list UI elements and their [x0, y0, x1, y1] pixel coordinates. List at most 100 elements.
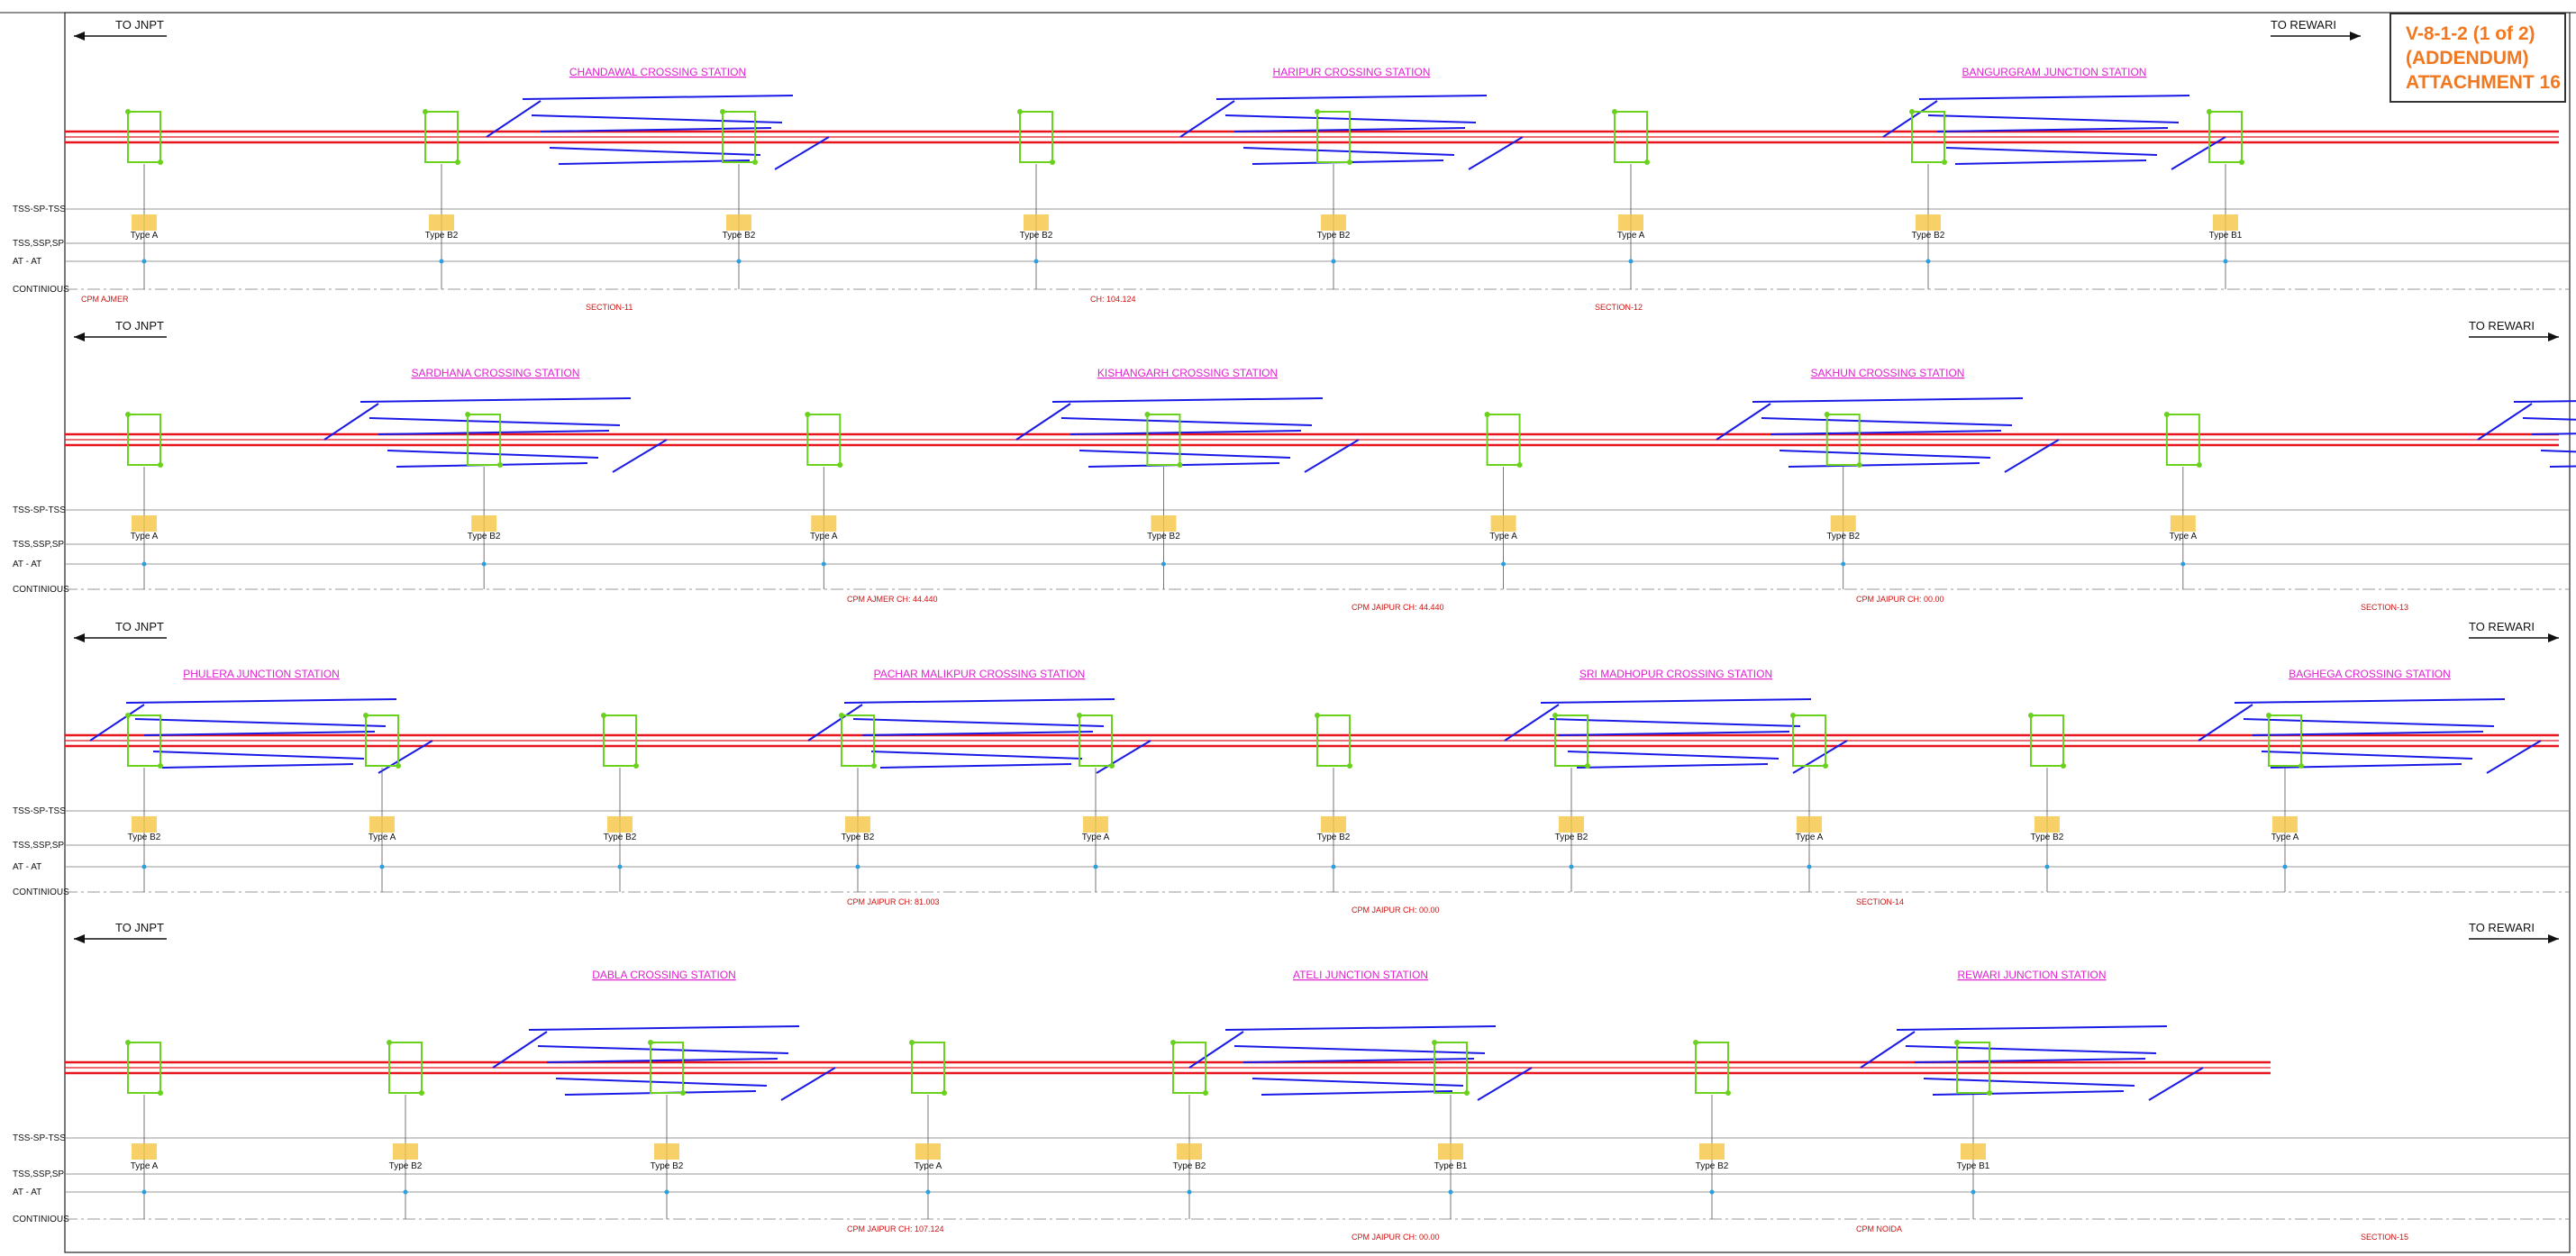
equipment-node	[1432, 1040, 1437, 1045]
tss-marker	[2272, 816, 2298, 833]
direction-label-left: TO JNPT	[115, 921, 164, 934]
sheet-frame	[64, 12, 2571, 1253]
equipment-node	[1585, 763, 1590, 769]
yard-track	[1918, 95, 2190, 100]
equipment-box	[388, 1042, 423, 1094]
yard-track	[2234, 698, 2506, 704]
type-label: Type B2	[1020, 231, 1053, 241]
equipment-node	[1824, 412, 1830, 417]
tss-marker	[1321, 816, 1346, 833]
equipment-node	[942, 1090, 947, 1096]
row-label: AT - AT	[13, 257, 41, 267]
tss-marker	[132, 515, 157, 532]
row-label: TSS,SSP,SP	[13, 1170, 64, 1179]
direction-label-right: TO REWARI	[2469, 319, 2535, 332]
station-title: HARIPUR CROSSING STATION	[1273, 66, 1431, 78]
equipment-node	[1050, 159, 1055, 165]
yard-track	[879, 763, 1072, 769]
tss-marker	[132, 214, 157, 231]
turnout-track	[2004, 439, 2060, 473]
station-title: BANGURGRAM JUNCTION STATION	[1962, 66, 2147, 78]
equipment-box	[365, 714, 399, 767]
diagram-strip-2: TO JNPT TO REWARI TSS-SP-TSS TSS,SSP,SP AT -…	[13, 319, 2576, 612]
type-label: Type B2	[651, 1161, 684, 1171]
arrowhead-right	[2548, 934, 2559, 943]
arrowhead-right	[2350, 32, 2361, 41]
equipment-node	[1790, 713, 1796, 718]
diagram-strip-3: TO JNPT TO REWARI TSS-SP-TSS TSS,SSP,SP AT -…	[13, 620, 2570, 915]
arrowhead-right	[2548, 633, 2559, 642]
equipment-node	[2239, 159, 2244, 165]
equipment-node	[125, 109, 131, 114]
at-marker	[1331, 864, 1336, 869]
equipment-node	[1315, 109, 1320, 114]
turnout-track	[486, 100, 542, 138]
equipment-node	[158, 1090, 163, 1096]
equipment-box	[1911, 111, 1945, 163]
equipment-node	[839, 713, 844, 718]
equipment-node	[2266, 713, 2271, 718]
tss-marker	[369, 816, 395, 833]
type-label: Type B1	[1957, 1161, 1990, 1171]
equipment-box	[127, 1042, 161, 1094]
tss-marker	[1830, 515, 1856, 532]
turnout-track	[774, 136, 830, 170]
type-label: Type A	[1796, 833, 1824, 842]
yard-track	[378, 430, 610, 435]
yard-track	[134, 718, 387, 727]
turnout-track	[378, 740, 433, 774]
equipment-box	[1486, 414, 1521, 466]
equipment-node	[1693, 1040, 1698, 1045]
turnout-track	[2171, 136, 2226, 170]
yard-track	[1896, 1025, 2168, 1031]
yard-track	[1761, 417, 2013, 426]
type-label: Type B2	[1317, 833, 1351, 842]
equipment-node	[2061, 763, 2066, 769]
at-marker	[2180, 561, 2186, 567]
at-marker	[1841, 561, 1846, 567]
tss-marker	[1177, 1143, 1202, 1160]
equipment-node	[752, 159, 758, 165]
yard-track	[537, 1045, 789, 1054]
section-note: CPM JAIPUR CH: 00.00	[1352, 906, 1440, 915]
at-marker	[1501, 561, 1506, 567]
yard-track	[1954, 159, 2147, 165]
equipment-node	[871, 763, 877, 769]
tss-marker	[429, 214, 454, 231]
type-label: Type B2	[842, 833, 875, 842]
equipment-box	[2165, 414, 2200, 466]
yard-track	[528, 1025, 800, 1031]
section-note: CPM JAIPUR CH: 44.440	[1352, 603, 1444, 612]
stamp-line-1: V-8-1-2 (1 of 2)	[2406, 23, 2535, 44]
equipment-box	[1825, 414, 1861, 466]
equipment-node	[2196, 462, 2202, 468]
equipment-box	[1019, 111, 1053, 163]
turnout-track	[780, 1067, 836, 1101]
yard-track	[540, 127, 772, 132]
yard-track	[1079, 450, 1291, 459]
type-label: Type A	[1617, 231, 1645, 241]
type-label: Type B2	[1173, 1161, 1206, 1171]
yard-track	[1070, 430, 1302, 435]
type-label: Type B2	[128, 833, 161, 842]
yard-track	[2549, 465, 2576, 468]
attachment-stamp: V-8-1-2 (1 of 2) (ADDENDUM) ATTACHMENT 1…	[2389, 13, 2566, 103]
tss-marker	[1797, 816, 1822, 833]
yard-track	[1540, 698, 1812, 704]
equipment-node	[1725, 1090, 1731, 1096]
type-label: Type B2	[1696, 1161, 1729, 1171]
yard-track	[2513, 400, 2576, 403]
equipment-node	[1170, 1040, 1176, 1045]
yard-track	[2540, 450, 2576, 453]
row-label: TSS-SP-TSS	[13, 505, 66, 515]
equipment-box	[1956, 1042, 1990, 1094]
yard-track	[522, 95, 794, 100]
type-label: Type B2	[389, 1161, 423, 1171]
at-marker	[1925, 259, 1931, 264]
turnout-track	[1860, 1031, 1916, 1069]
turnout-track	[2198, 704, 2253, 742]
stamp-line-3: ATTACHMENT 16	[2406, 72, 2561, 93]
at-marker	[925, 1189, 931, 1195]
arrowhead-left	[74, 934, 85, 943]
